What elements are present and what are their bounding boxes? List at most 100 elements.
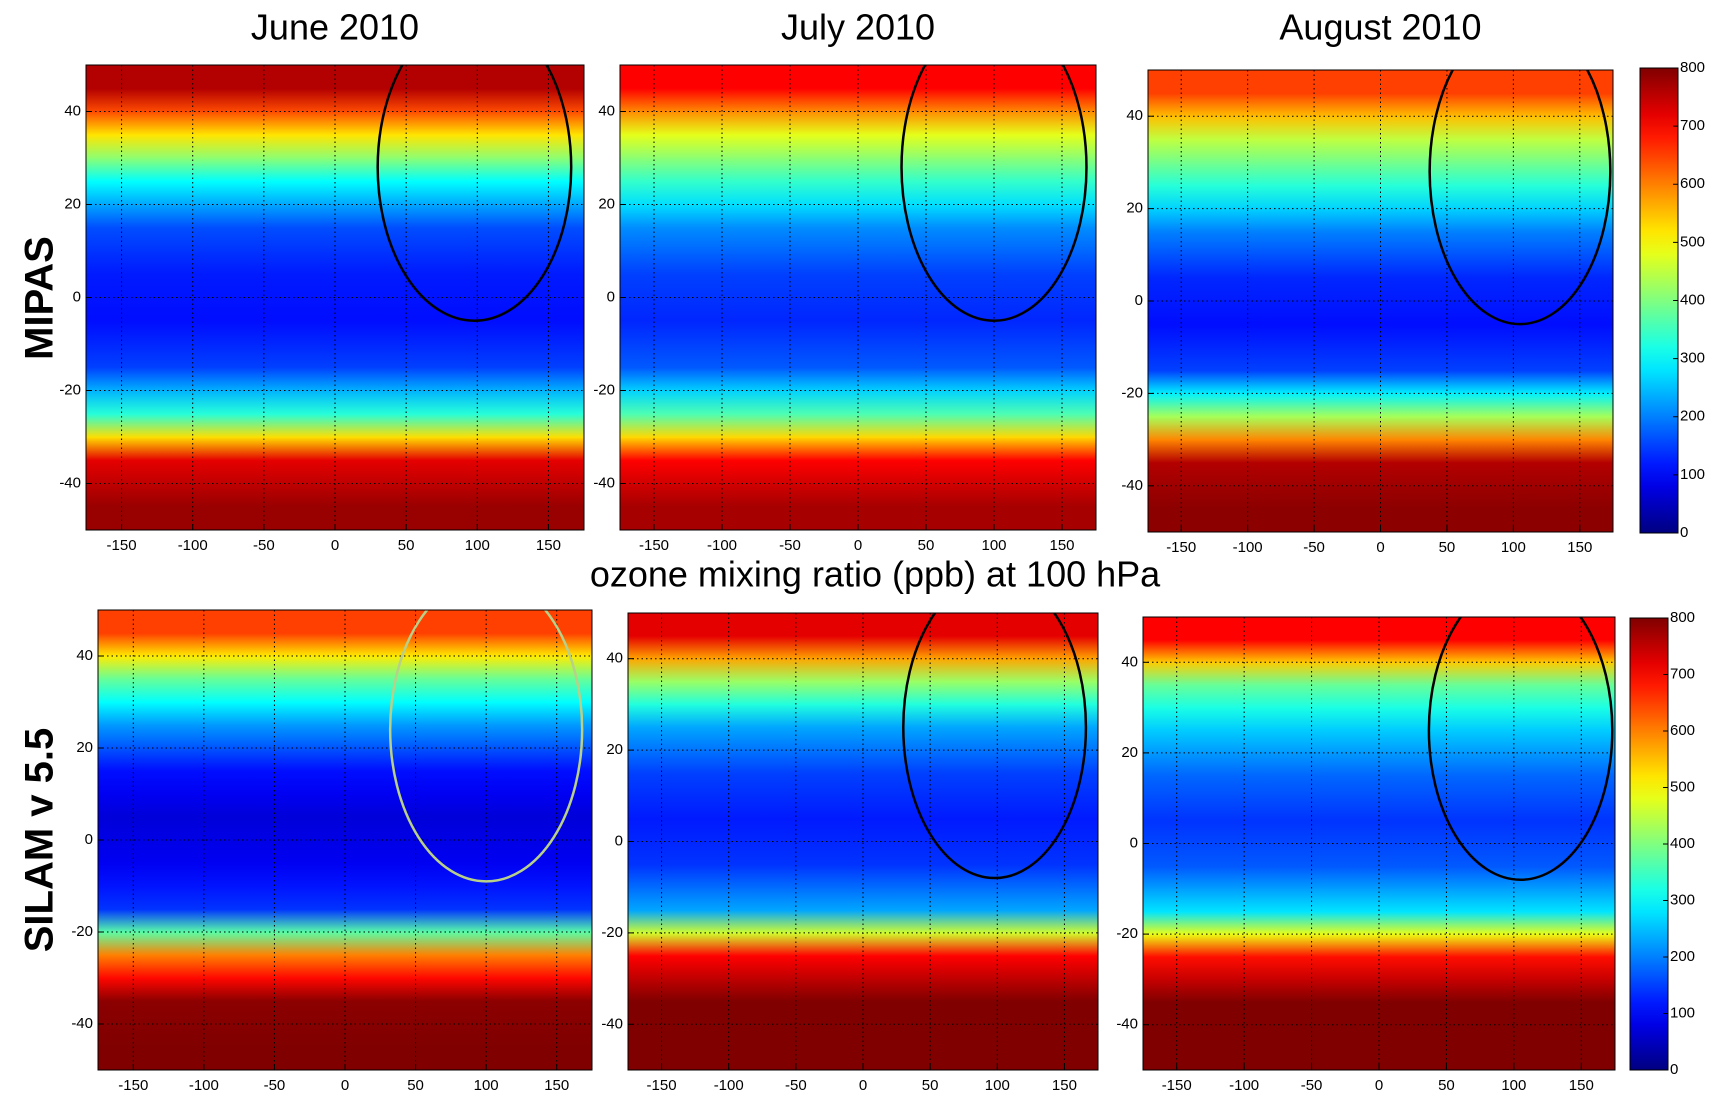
panel-title: July 2010	[781, 7, 935, 48]
row-label: SILAM v 5.5	[18, 728, 62, 953]
x-tick-label: 150	[544, 1077, 569, 1094]
x-tick-label: 0	[1376, 539, 1384, 556]
colorbar-tick-label: 400	[1670, 835, 1695, 852]
map-area	[628, 576, 1098, 1070]
x-tick-label: 100	[474, 1077, 499, 1094]
map-area	[1148, 19, 1613, 532]
y-tick-label: 0	[615, 832, 623, 849]
y-tick-label: -20	[601, 924, 623, 941]
x-tick-label: -50	[264, 1077, 286, 1094]
colorbar-tick-label: 500	[1680, 233, 1705, 250]
ozone-band	[1143, 844, 1615, 890]
y-tick-label: 40	[64, 102, 81, 119]
x-tick-label: 100	[1501, 539, 1526, 556]
x-tick-label: 150	[1569, 1077, 1594, 1094]
panel-title: August 2010	[1279, 7, 1481, 48]
y-tick-label: 0	[1130, 834, 1138, 851]
colorbar	[1640, 68, 1678, 533]
x-tick-label: -150	[107, 537, 137, 554]
y-tick-label: 20	[598, 195, 615, 212]
x-tick-label: -150	[1166, 539, 1196, 556]
colorbar-tick-label: 100	[1680, 466, 1705, 483]
ozone-band	[628, 979, 1098, 1025]
x-tick-label: -50	[253, 537, 275, 554]
y-tick-label: 0	[1135, 292, 1143, 309]
x-tick-label: 50	[407, 1077, 424, 1094]
y-tick-label: -40	[1121, 477, 1143, 494]
y-tick-label: 20	[76, 739, 93, 756]
x-tick-label: 100	[981, 537, 1006, 554]
x-tick-label: -150	[1162, 1077, 1192, 1094]
x-tick-label: 100	[985, 1077, 1010, 1094]
x-tick-label: 50	[1438, 1077, 1455, 1094]
y-tick-label: 20	[1121, 744, 1138, 761]
x-tick-label: -100	[189, 1077, 219, 1094]
colorbar	[1630, 618, 1668, 1070]
y-tick-label: -20	[593, 381, 615, 398]
y-tick-label: 40	[606, 650, 623, 667]
row-label: MIPAS	[18, 236, 62, 360]
colorbar-tick-label: 300	[1670, 891, 1695, 908]
colorbar-tick-label: 0	[1670, 1061, 1678, 1078]
x-tick-label: 100	[1501, 1077, 1526, 1094]
center-label: ozone mixing ratio (ppb) at 100 hPa	[590, 554, 1161, 595]
x-tick-label: -100	[1229, 1077, 1259, 1094]
colorbar-tick-label: 700	[1680, 117, 1705, 134]
y-tick-label: -20	[59, 381, 81, 398]
map-area	[98, 578, 592, 1071]
x-tick-label: 50	[398, 537, 415, 554]
x-tick-label: -50	[785, 1077, 807, 1094]
y-tick-label: 40	[598, 102, 615, 119]
y-tick-label: -40	[59, 474, 81, 491]
x-tick-label: 50	[1439, 539, 1456, 556]
x-tick-label: -50	[779, 537, 801, 554]
colorbar-tick-label: 0	[1680, 524, 1688, 541]
colorbar-tick-label: 800	[1670, 609, 1695, 626]
x-tick-label: -100	[1233, 539, 1263, 556]
x-tick-label: -150	[639, 537, 669, 554]
x-tick-label: 100	[465, 537, 490, 554]
y-tick-label: -40	[1116, 1016, 1138, 1033]
colorbar-tick-label: 800	[1680, 59, 1705, 76]
map-area	[1143, 581, 1615, 1071]
figure: MIPAS SILAM v 5.5 ozone mixing ratio (pp…	[0, 0, 1721, 1095]
x-tick-label: 0	[331, 537, 339, 554]
x-tick-label: -100	[707, 537, 737, 554]
x-tick-label: -150	[647, 1077, 677, 1094]
x-tick-label: 0	[1375, 1077, 1383, 1094]
y-tick-label: -40	[593, 474, 615, 491]
y-tick-label: 40	[1121, 653, 1138, 670]
x-tick-label: 150	[1567, 539, 1592, 556]
page: MIPAS SILAM v 5.5 ozone mixing ratio (pp…	[0, 0, 1721, 1100]
x-tick-label: 0	[341, 1077, 349, 1094]
y-tick-label: 0	[607, 288, 615, 305]
ozone-band	[1148, 209, 1613, 256]
y-tick-label: 20	[606, 741, 623, 758]
colorbar-tick-label: 700	[1670, 665, 1695, 682]
x-tick-label: 150	[1049, 537, 1074, 554]
colorbar-tick-label: 600	[1680, 175, 1705, 192]
y-tick-label: -20	[1116, 925, 1138, 942]
x-tick-label: -150	[118, 1077, 148, 1094]
colorbar-tick-label: 500	[1670, 778, 1695, 795]
y-tick-label: -20	[71, 923, 93, 940]
colorbar-tick-label: 200	[1670, 948, 1695, 965]
x-tick-label: -100	[178, 537, 208, 554]
x-tick-label: 0	[859, 1077, 867, 1094]
map-area	[620, 14, 1096, 531]
y-tick-label: -20	[1121, 384, 1143, 401]
y-tick-label: 20	[64, 195, 81, 212]
x-tick-label: 50	[918, 537, 935, 554]
map-area	[86, 14, 584, 531]
x-tick-label: -50	[1301, 1077, 1323, 1094]
x-tick-label: -50	[1303, 539, 1325, 556]
y-tick-label: -40	[601, 1015, 623, 1032]
x-tick-label: 50	[922, 1077, 939, 1094]
y-tick-label: 40	[1126, 107, 1143, 124]
x-tick-label: -100	[714, 1077, 744, 1094]
x-tick-label: 0	[854, 537, 862, 554]
x-tick-label: 150	[1052, 1077, 1077, 1094]
x-tick-label: 150	[536, 537, 561, 554]
y-tick-label: 40	[76, 647, 93, 664]
y-tick-label: 20	[1126, 200, 1143, 217]
